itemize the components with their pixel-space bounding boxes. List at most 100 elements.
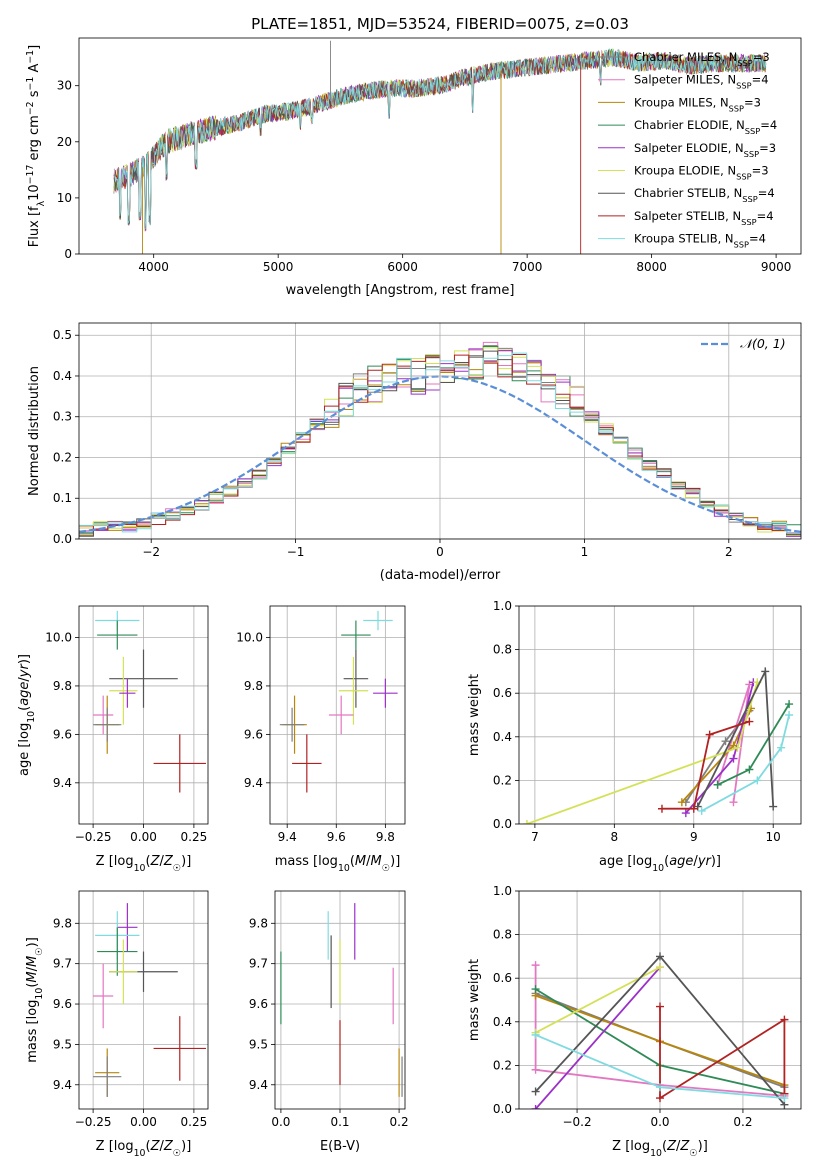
mass-weight-series bbox=[701, 714, 790, 812]
legend-label: Salpeter ELODIE, NSSP=3 bbox=[634, 141, 776, 159]
x-tick-label: 0.25 bbox=[181, 830, 208, 844]
mass-weight-marker bbox=[753, 776, 762, 785]
mass-weight-marker bbox=[531, 1105, 540, 1109]
x-tick-label: 0.00 bbox=[130, 1115, 157, 1129]
legend-label: Kroupa MILES, NSSP=3 bbox=[634, 95, 761, 113]
x-tick-label: −2 bbox=[142, 545, 160, 559]
y-axis-label: Normed distribution bbox=[27, 366, 42, 496]
x-axis-label: Z [log10(Z/Z☉)] bbox=[96, 1139, 192, 1159]
mass-weight-marker bbox=[780, 1094, 789, 1103]
y-axis-label: mass weight bbox=[467, 674, 482, 756]
x-tick-label: 0.1 bbox=[330, 1115, 349, 1129]
axes-frame bbox=[269, 605, 406, 825]
mass-weight-marker bbox=[677, 798, 686, 807]
x-tick-label: 9000 bbox=[761, 260, 792, 274]
x-tick-label: −0.25 bbox=[75, 830, 112, 844]
mass-weight-marker bbox=[729, 798, 738, 807]
y-tick-label: 9.5 bbox=[249, 1037, 268, 1051]
x-tick-label: 9.6 bbox=[327, 830, 346, 844]
plot-area-mass-weight-vs-age bbox=[519, 606, 801, 824]
plot-area-residuals bbox=[79, 323, 801, 539]
x-axis-label: Z [log10(Z/Z☉)] bbox=[612, 1139, 708, 1159]
y-tick-label: 10 bbox=[57, 191, 72, 205]
y-tick-label: 0 bbox=[64, 247, 72, 261]
mass-weight-marker bbox=[713, 780, 722, 789]
y-tick-label: 9.7 bbox=[53, 957, 72, 971]
mass-weight-marker bbox=[689, 804, 698, 813]
plot-area-spectrum bbox=[113, 40, 767, 254]
y-tick-label: 0.6 bbox=[493, 971, 512, 985]
y-tick-label: 0.4 bbox=[493, 730, 512, 744]
legend-label: Chabrier ELODIE, NSSP=4 bbox=[634, 118, 777, 136]
axes-frame bbox=[78, 605, 209, 825]
y-axis-label: age [log10(age/yr)] bbox=[17, 654, 37, 776]
y-axis-label: Flux [fλ10−17 erg cm−2 s−1 A−1] bbox=[25, 45, 47, 247]
panel-mass-vs-Z: −0.25 0.00 0.25 9.4 9.5 9.6 9.7 9.8 Z [log10(Z/Z… bbox=[25, 890, 209, 1159]
x-tick-label: 0.25 bbox=[181, 1115, 208, 1129]
plot-area-mass-vs-Z bbox=[79, 891, 208, 1109]
y-tick-label: 0.2 bbox=[493, 773, 512, 787]
y-axis-label: mass [log10(M/M☉)] bbox=[25, 937, 45, 1063]
y-tick-label: 9.4 bbox=[244, 776, 263, 790]
mass-weight-marker bbox=[531, 961, 540, 970]
figure-title: PLATE=1851, MJD=53524, FIBERID=0075, z=0… bbox=[251, 15, 629, 33]
y-tick-label: 1.0 bbox=[493, 599, 512, 613]
y-tick-label: 9.8 bbox=[249, 916, 268, 930]
mass-weight-marker bbox=[745, 717, 754, 726]
mass-weight-marker bbox=[777, 743, 786, 752]
mass-weight-marker bbox=[721, 737, 730, 746]
y-tick-label: 10.0 bbox=[236, 630, 263, 644]
axes-frame bbox=[78, 322, 802, 540]
axes-frame bbox=[78, 890, 209, 1110]
y-tick-label: 9.8 bbox=[244, 679, 263, 693]
x-axis-label: mass [log10(M/M☉)] bbox=[275, 854, 401, 874]
mass-weight-marker bbox=[531, 985, 540, 994]
mass-weight-series bbox=[662, 720, 750, 810]
legend-label: 𝒩(0, 1) bbox=[740, 336, 786, 351]
mass-weight-marker bbox=[697, 806, 706, 815]
x-tick-label: −1 bbox=[287, 545, 305, 559]
y-tick-label: 0.5 bbox=[53, 328, 72, 342]
y-tick-label: 0.2 bbox=[493, 1058, 512, 1072]
y-tick-label: 9.6 bbox=[249, 997, 268, 1011]
x-axis-label: Z [log10(Z/Z☉)] bbox=[96, 854, 192, 874]
y-tick-label: 0.4 bbox=[53, 369, 72, 383]
y-tick-label: 10.0 bbox=[45, 630, 72, 644]
y-tick-label: 9.7 bbox=[249, 957, 268, 971]
mass-weight-series bbox=[659, 1006, 786, 1100]
legend-label: Chabrier STELIB, NSSP=4 bbox=[634, 186, 775, 204]
x-tick-label: 9.8 bbox=[376, 830, 395, 844]
mass-weight-marker bbox=[745, 765, 754, 774]
x-tick-label: 9 bbox=[690, 830, 698, 844]
y-tick-label: 0.8 bbox=[493, 928, 512, 942]
mass-weight-marker bbox=[656, 963, 664, 972]
y-tick-label: 0.2 bbox=[53, 450, 72, 464]
mass-weight-series bbox=[534, 965, 785, 1097]
x-tick-label: 0.2 bbox=[390, 1115, 409, 1129]
plot-area-age-vs-Z bbox=[79, 606, 208, 824]
y-tick-label: 9.8 bbox=[53, 916, 72, 930]
panel-mass-weight-vs-Z: −0.2 0.0 0.2 0.0 0.2 0.4 0.6 0.8 1.0 Z [log10(Z/Z… bbox=[467, 884, 802, 1159]
x-tick-label: 0.0 bbox=[650, 1115, 669, 1129]
mass-weight-marker bbox=[531, 1087, 540, 1096]
x-tick-label: 0.0 bbox=[271, 1115, 290, 1129]
y-tick-label: 0.8 bbox=[493, 643, 512, 657]
mass-weight-marker bbox=[531, 1030, 540, 1039]
mass-weight-marker bbox=[656, 1083, 664, 1092]
legend-label: Salpeter STELIB, NSSP=4 bbox=[634, 209, 774, 227]
x-axis-label: (data-model)/error bbox=[380, 568, 501, 583]
mass-weight-marker bbox=[657, 804, 666, 813]
y-tick-label: 9.6 bbox=[53, 997, 72, 1011]
y-tick-label: 9.5 bbox=[53, 1037, 72, 1051]
x-tick-label: −0.25 bbox=[75, 1115, 112, 1129]
x-tick-label: 0.00 bbox=[130, 830, 157, 844]
plot-area-mass-vs-ebv bbox=[275, 891, 405, 1109]
y-tick-label: 9.4 bbox=[249, 1078, 268, 1092]
y-tick-label: 0.0 bbox=[493, 817, 512, 831]
mass-weight-marker bbox=[531, 1065, 540, 1074]
mass-weight-marker bbox=[785, 711, 794, 719]
plot-area-age-vs-mass bbox=[270, 606, 405, 824]
y-tick-label: 30 bbox=[57, 79, 72, 93]
